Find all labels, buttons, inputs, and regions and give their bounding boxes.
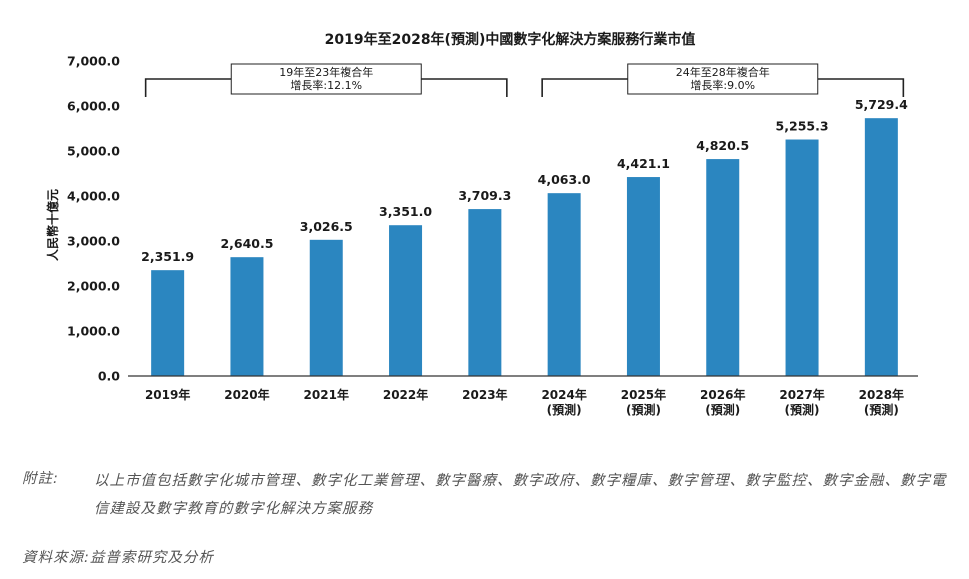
y-tick-label: 7,000.0 <box>67 54 120 69</box>
bar <box>389 225 423 376</box>
x-tick-label: 2022年 <box>383 387 428 402</box>
value-labels: 2,351.9 2,640.5 3,026.5 3,351.0 3,709.3 4,063… <box>141 97 908 264</box>
bars <box>151 118 898 376</box>
bar <box>151 270 185 376</box>
y-tick-label: 2,000.0 <box>67 279 120 294</box>
cagr-label: 24年至28年複合年 <box>676 65 770 79</box>
x-tick-label: (預測) <box>705 402 740 417</box>
y-tick-label: 1,000.0 <box>67 324 120 339</box>
x-tick-label: (預測) <box>626 402 661 417</box>
x-tick-label: 2021年 <box>304 387 349 402</box>
cagr-box <box>230 63 422 95</box>
bar <box>864 118 898 376</box>
cagr-label: 增長率:12.1% <box>290 78 362 92</box>
bar <box>468 209 502 376</box>
y-axis-label: 人民幣十億元 <box>45 189 60 261</box>
chart-title: 2019年至2028年(預測)中國數字化解決方案服務行業市值 <box>325 31 696 48</box>
x-tick-label: 2024年 <box>541 387 586 402</box>
bar-chart: 2019年至2028年(預測)中國數字化解決方案服務行業市值 人民幣十億元 19… <box>45 31 918 417</box>
note-text: 以上市值包括數字化城市管理、數字化工業管理、數字醫療、數字政府、數字糧庫、數字管… <box>94 473 947 517</box>
x-axis-ticks: 2019年 2020年 2021年 2022年 2023年 2024年(預測)2025年(… <box>145 387 904 417</box>
y-tick-label: 6,000.0 <box>67 99 120 114</box>
x-tick-label: (預測) <box>547 402 582 417</box>
bar <box>230 257 264 376</box>
x-tick-label: 2019年 <box>145 387 190 402</box>
x-tick-label: 2027年 <box>779 387 824 402</box>
value-label: 4,063.0 <box>538 172 591 187</box>
bar <box>785 139 819 376</box>
bar <box>309 239 343 376</box>
x-tick-label: 2026年 <box>700 387 745 402</box>
value-label: 5,255.3 <box>776 119 829 134</box>
cagr-bracket <box>144 78 508 97</box>
cagr-box <box>627 63 819 95</box>
x-tick-label: (預測) <box>864 402 899 417</box>
value-label: 4,820.5 <box>696 138 749 153</box>
x-tick-label: 2025年 <box>621 387 666 402</box>
y-tick-label: 3,000.0 <box>67 234 120 249</box>
y-axis-ticks: 0.0 1,000.0 2,000.0 3,000.0 4,000.0 5,000.0 6,… <box>67 54 120 384</box>
y-tick-label: 5,000.0 <box>67 144 120 159</box>
source-note: 資料來源:益普索研究及分析 <box>22 550 214 566</box>
cagr-label: 19年至23年複合年 <box>279 65 373 79</box>
x-tick-label: 2020年 <box>224 387 269 402</box>
value-label: 5,729.4 <box>855 97 908 112</box>
x-tick-label: 2023年 <box>462 387 507 402</box>
cagr-label: 增長率:9.0% <box>690 78 755 92</box>
bar <box>626 177 660 376</box>
value-label: 2,640.5 <box>220 236 273 251</box>
value-label: 3,026.5 <box>300 219 353 234</box>
bar <box>547 193 581 376</box>
value-label: 3,351.0 <box>379 204 432 219</box>
x-tick-label: (預測) <box>785 402 820 417</box>
note-prefix: 附註: <box>22 471 59 487</box>
y-tick-label: 0.0 <box>98 369 120 384</box>
x-tick-label: 2028年 <box>859 387 904 402</box>
value-label: 4,421.1 <box>617 156 670 171</box>
cagr-bracket <box>541 78 905 97</box>
value-label: 2,351.9 <box>141 249 194 264</box>
bar <box>706 159 740 376</box>
y-tick-label: 4,000.0 <box>67 189 120 204</box>
value-label: 3,709.3 <box>458 188 511 203</box>
